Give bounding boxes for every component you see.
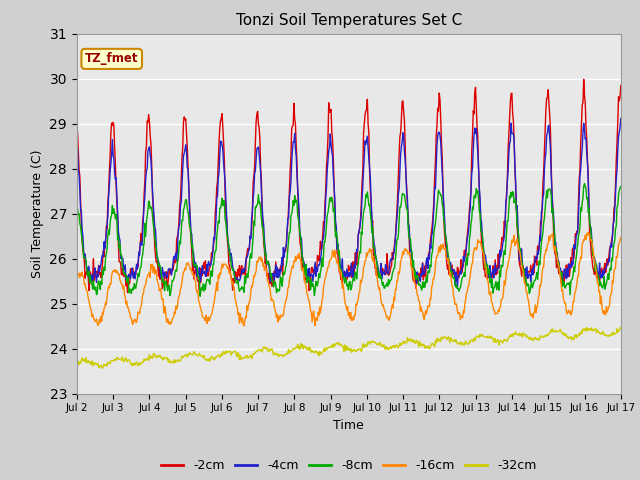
-2cm (83, 271, 90, 277)
-4cm (431, 184, 438, 190)
-16cm (617, 234, 625, 240)
-8cm (139, 252, 147, 258)
-32cm (416, 338, 424, 344)
Legend: -2cm, -4cm, -8cm, -16cm, -32cm: -2cm, -4cm, -8cm, -16cm, -32cm (156, 455, 541, 477)
-2cm (223, 237, 231, 243)
-32cm (83, 360, 90, 366)
Line: -16cm: -16cm (77, 232, 621, 326)
-4cm (73, 154, 81, 160)
-32cm (99, 365, 106, 371)
-4cm (223, 211, 230, 217)
-4cm (415, 274, 422, 280)
Text: TZ_fmet: TZ_fmet (85, 52, 138, 65)
-32cm (223, 349, 231, 355)
Line: -2cm: -2cm (77, 79, 621, 293)
Line: -4cm: -4cm (77, 119, 621, 288)
-2cm (124, 290, 131, 296)
-8cm (194, 273, 202, 278)
-4cm (83, 265, 90, 271)
-2cm (416, 274, 424, 280)
-4cm (139, 231, 147, 237)
Y-axis label: Soil Temperature (C): Soil Temperature (C) (31, 149, 44, 278)
-32cm (73, 362, 81, 368)
-4cm (194, 270, 202, 276)
-16cm (416, 299, 424, 304)
-8cm (580, 180, 588, 186)
Title: Tonzi Soil Temperatures Set C: Tonzi Soil Temperatures Set C (236, 13, 462, 28)
X-axis label: Time: Time (333, 419, 364, 432)
-8cm (223, 234, 231, 240)
-8cm (431, 220, 439, 226)
-4cm (454, 286, 461, 291)
-2cm (73, 124, 81, 130)
-16cm (139, 292, 147, 298)
Line: -32cm: -32cm (77, 327, 621, 368)
-2cm (195, 277, 202, 283)
-32cm (140, 358, 147, 364)
-32cm (431, 338, 439, 344)
-2cm (431, 158, 439, 164)
-16cm (194, 288, 202, 293)
-2cm (580, 76, 588, 82)
-16cm (584, 229, 592, 235)
Line: -8cm: -8cm (77, 183, 621, 296)
-8cm (416, 281, 424, 287)
-8cm (73, 206, 81, 212)
-32cm (195, 353, 202, 359)
-4cm (617, 116, 625, 121)
-16cm (83, 288, 90, 293)
-2cm (617, 83, 625, 88)
-8cm (83, 265, 90, 271)
-16cm (240, 323, 248, 329)
-16cm (223, 263, 230, 268)
-8cm (617, 184, 625, 190)
-2cm (140, 212, 147, 217)
-16cm (431, 263, 439, 268)
-32cm (617, 324, 625, 330)
-8cm (196, 293, 204, 299)
-16cm (73, 274, 81, 279)
